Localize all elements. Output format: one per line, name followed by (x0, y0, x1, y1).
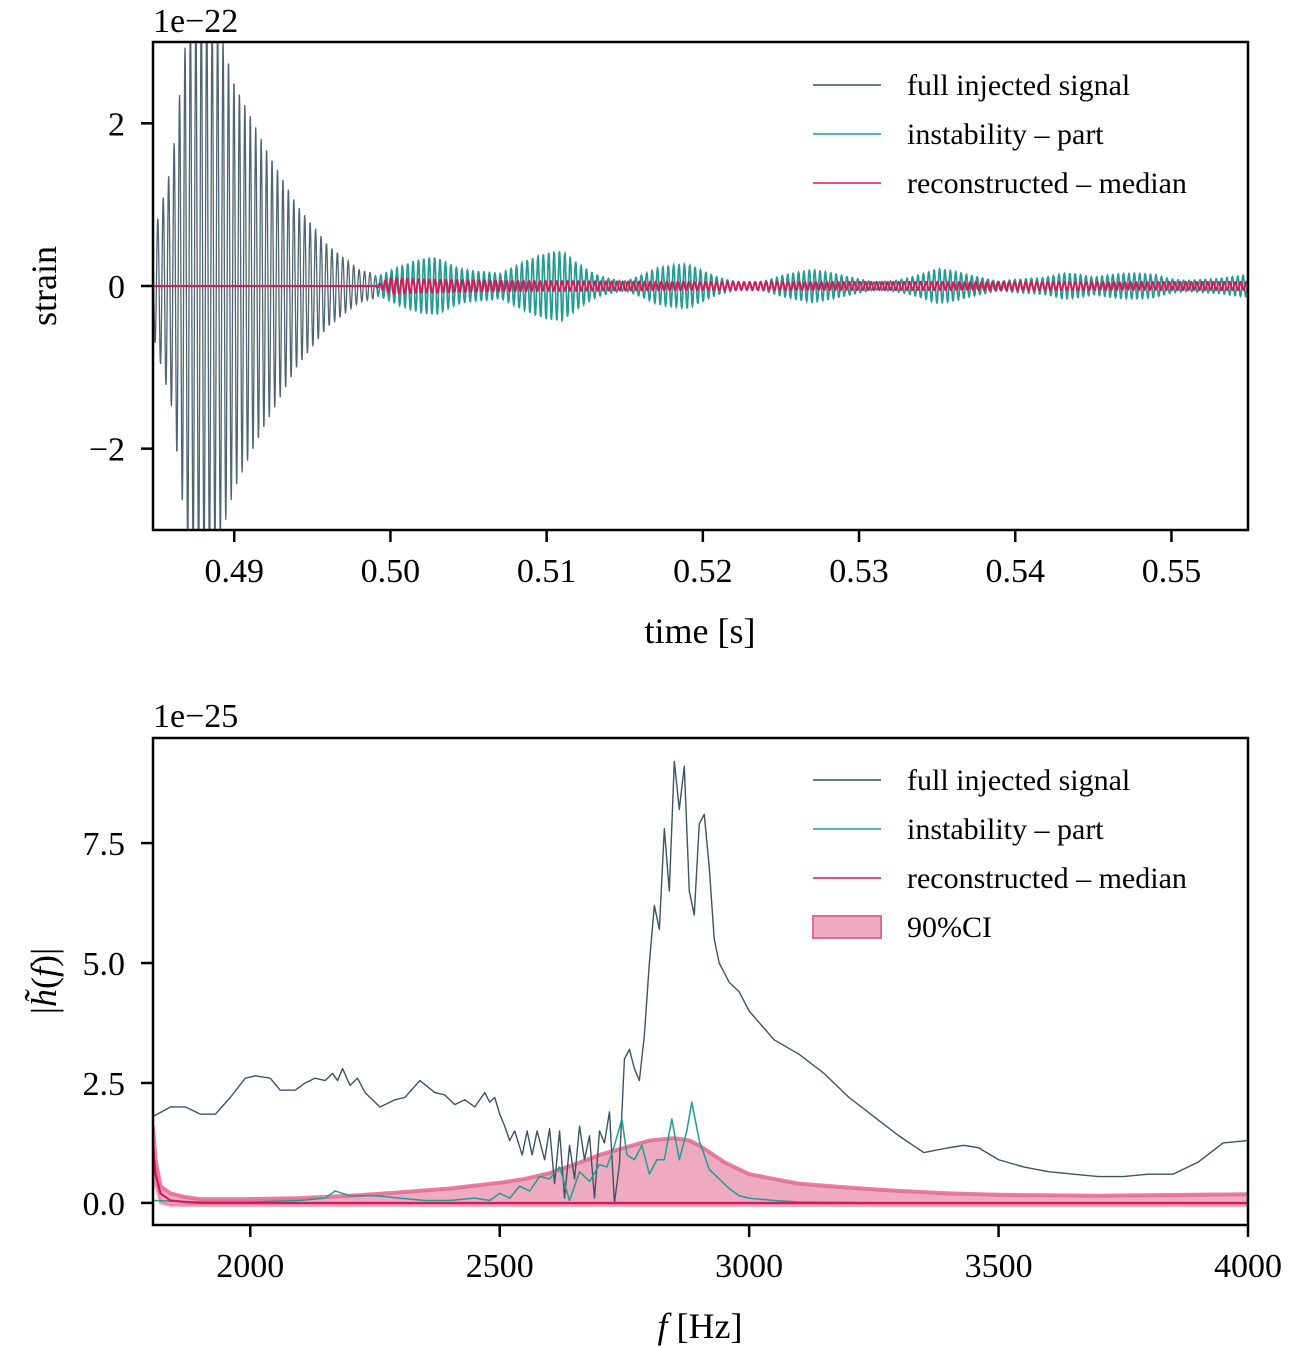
y-axis-ticks: 0.0 2.5 5.0 7.5 (83, 826, 153, 1223)
legend-label: instability – part (907, 813, 1104, 846)
ci-upper-edge (153, 1126, 1248, 1202)
series-full-injected-signal (153, 760, 1248, 1204)
ci-lower-edge (153, 1154, 1248, 1207)
x-tick-label: 0.53 (829, 553, 889, 590)
x-tick-label: 0.54 (986, 553, 1046, 590)
y-axis-ticks: −2 0 2 (89, 106, 153, 469)
x-axis-label: time [s] (645, 611, 756, 651)
legend-label: instability – part (907, 118, 1104, 151)
legend-item: full injected signal (813, 69, 1130, 102)
legend-label: full injected signal (907, 764, 1130, 797)
legend: full injected signal instability – part re… (812, 764, 1187, 944)
series-reconstructed-median (153, 276, 1248, 296)
y-offset-text: 1e−22 (153, 3, 238, 40)
series-reconstructed-median (153, 1145, 1248, 1205)
legend-item: instability – part (813, 813, 1104, 846)
plot-area (153, 42, 1248, 530)
x-tick-label: 0.49 (204, 553, 264, 590)
plot-area (153, 760, 1248, 1207)
x-axis-label: f [Hz] (658, 1306, 743, 1346)
legend-item: full injected signal (813, 764, 1130, 797)
x-tick-label: 4000 (1214, 1248, 1282, 1285)
x-axis-ticks: 2000 2500 3000 3500 4000 (216, 1225, 1282, 1285)
y-tick-label: 0 (108, 269, 125, 306)
legend-label: reconstructed – median (907, 167, 1187, 200)
x-tick-label: 3000 (715, 1248, 783, 1285)
legend-item: reconstructed – median (813, 167, 1187, 200)
legend-label: full injected signal (907, 69, 1130, 102)
series-instability-part (153, 1101, 1248, 1204)
x-tick-label: 3500 (965, 1248, 1033, 1285)
legend-item: 90%CI (812, 911, 992, 944)
series-90-ci-band (153, 1126, 1248, 1206)
y-tick-label: 5.0 (83, 946, 126, 983)
axes-frame (151, 736, 1250, 1227)
y-tick-label: −2 (89, 432, 125, 469)
y-axis-label: |h̃(f)| (24, 948, 64, 1014)
legend-item: reconstructed – median (813, 862, 1187, 895)
legend: full injected signal instability – part re… (813, 69, 1187, 200)
y-offset-text: 1e−25 (153, 698, 238, 735)
x-tick-label: 0.51 (517, 553, 577, 590)
legend-swatch (812, 915, 882, 939)
time-domain-panel: 1e−22 0.49 0.50 0.51 0.52 0.53 0.54 0.55 −202 … (24, 3, 1250, 651)
y-tick-label: 0.0 (83, 1186, 126, 1223)
x-tick-label: 0.50 (361, 553, 421, 590)
frequency-domain-panel: 1e−25 2000 2500 3000 3500 4000 0.02.55.07.5 … (24, 698, 1282, 1346)
legend-item: instability – part (813, 118, 1104, 151)
x-tick-label: 0.55 (1142, 553, 1202, 590)
legend-label: 90%CI (907, 911, 992, 944)
y-tick-label: 7.5 (83, 826, 126, 863)
x-tick-label: 0.52 (673, 553, 733, 590)
legend-label: reconstructed – median (907, 862, 1187, 895)
x-tick-label: 2000 (216, 1248, 284, 1285)
x-tick-label: 2500 (466, 1248, 534, 1285)
x-axis-ticks: 0.49 0.50 0.51 0.52 0.53 0.54 0.55 (204, 530, 1201, 590)
y-tick-label: 2.5 (83, 1066, 126, 1103)
y-tick-label: 2 (108, 106, 125, 143)
y-axis-label: strain (24, 246, 64, 326)
